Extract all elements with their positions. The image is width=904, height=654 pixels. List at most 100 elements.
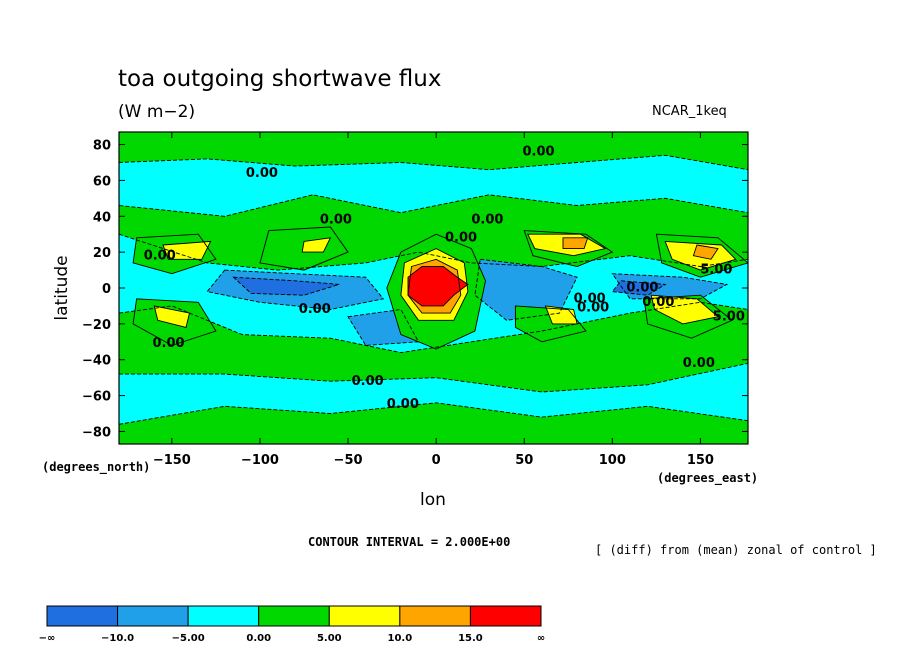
- colorbar-level-label: 5.00: [317, 633, 342, 644]
- contour-value-label: 0.00: [445, 230, 477, 245]
- contour-region-neg5_0: [119, 363, 748, 425]
- contour-region-lt_neg10: [612, 280, 666, 296]
- y-tick-label: −40: [82, 354, 111, 369]
- y-tick-label: 60: [93, 174, 111, 189]
- colorbar-level-label: ∞: [537, 633, 545, 644]
- contour-region-5_10: [163, 241, 211, 260]
- contour-line: [400, 248, 469, 321]
- x-tick-label: −50: [334, 453, 363, 468]
- contour-value-label: 0.00: [683, 356, 715, 371]
- colorbar-level-label: 0.00: [246, 633, 271, 644]
- colorbar-swatch: [187, 605, 260, 627]
- x-axis-units: (degrees_east): [657, 471, 759, 485]
- contour-region-neg10_neg5: [474, 259, 578, 321]
- contour-value-label: 5.00: [713, 309, 745, 324]
- contour-line: [232, 276, 340, 296]
- contour-lines: [119, 132, 748, 444]
- contour-line: [119, 233, 748, 354]
- contour-value-label: 0.00: [471, 212, 503, 227]
- contour-line: [132, 298, 217, 346]
- contour-value-label: 0.00: [577, 300, 609, 315]
- contour-line: [407, 258, 462, 314]
- contour-line: [523, 230, 614, 267]
- contour-line: [386, 233, 486, 350]
- contour-region-5_10: [302, 237, 331, 253]
- filled-contour-regions: [119, 132, 748, 444]
- contour-line: [650, 294, 719, 325]
- contour-line: [119, 362, 748, 425]
- colorbar-swatch: [258, 605, 330, 627]
- colorbar-swatch: [399, 605, 471, 627]
- contour-region-5_10: [651, 295, 718, 324]
- y-tick-label: −20: [82, 318, 111, 333]
- x-tick-label: 50: [515, 453, 533, 468]
- y-tick-label: 40: [93, 210, 111, 225]
- contour-value-label: 0.00: [523, 144, 555, 159]
- colorbar-swatch: [328, 605, 401, 627]
- contour-line: [474, 258, 578, 321]
- contour-line: [407, 266, 469, 307]
- colorbar-swatch: [46, 605, 119, 627]
- contour-value-label: 5.00: [700, 263, 732, 278]
- contour-line: [643, 294, 733, 339]
- contour-region-10_15: [563, 237, 588, 249]
- colorbar-level-label: 10.0: [388, 633, 413, 644]
- contour-value-label: 0.00: [299, 302, 331, 317]
- y-axis-units: (degrees_north): [42, 460, 151, 474]
- contour-line: [664, 240, 737, 271]
- colorbar-swatch: [117, 605, 189, 627]
- x-tick-label: −100: [241, 453, 279, 468]
- contour-value-label: 0.00: [246, 166, 278, 181]
- y-tick-label: −60: [82, 390, 111, 405]
- colorbar-level-label: −10.0: [101, 633, 134, 644]
- contour-value-label: 0.00: [642, 295, 674, 310]
- contour-line: [119, 154, 748, 217]
- contour-value-label: 0.00: [574, 291, 606, 306]
- contour-line: [162, 240, 212, 260]
- x-tick-label: 100: [599, 453, 626, 468]
- contour-line: [132, 233, 217, 275]
- contour-line: [259, 226, 349, 271]
- colorbar-level-label: −5.00: [172, 633, 205, 644]
- contour-line: [655, 233, 748, 278]
- contour-value-label: 0.00: [320, 212, 352, 227]
- contour-region-lt_neg10: [233, 277, 340, 296]
- contour-region-neg5_0: [119, 155, 748, 217]
- contour-labels: 0.000.000.000.000.000.000.000.000.000.00…: [144, 144, 745, 412]
- y-tick-label: 0: [102, 282, 111, 297]
- y-tick-label: 20: [93, 246, 111, 261]
- x-axis-label: lon: [420, 490, 446, 510]
- chart-subtitle-units: (W m−2): [118, 102, 196, 122]
- contour-line: [544, 305, 578, 325]
- colorbar-swatch: [469, 605, 542, 627]
- contour-line: [562, 237, 589, 250]
- colorbar: −∞ −10.0 −5.00 0.00 5.00 10.0 15.0 ∞: [39, 605, 545, 644]
- contour-line: [153, 305, 191, 328]
- contour-line: [527, 233, 607, 257]
- contour-line: [692, 244, 719, 260]
- contour-value-label: 0.00: [626, 281, 658, 296]
- contour-line: [514, 305, 587, 343]
- contour-value-label: 0.00: [144, 248, 176, 263]
- model-label: NCAR_1keq: [652, 104, 727, 119]
- contour-region-5_10: [154, 305, 190, 328]
- y-axis-ticks: 80 60 40 20 0 −20 −40 −60 −80: [82, 139, 748, 440]
- contour-line: [611, 280, 667, 296]
- colorbar-level-label: −∞: [39, 633, 56, 644]
- colorbar-level-label: 15.0: [458, 633, 483, 644]
- x-tick-label: −150: [153, 453, 191, 468]
- chart-title: toa outgoing shortwave flux: [118, 66, 442, 92]
- x-tick-label: 0: [432, 453, 441, 468]
- contour-line: [301, 237, 332, 253]
- difference-note: [ (diff) from (mean) zonal of control ]: [595, 543, 877, 557]
- x-tick-label: 150: [687, 453, 714, 468]
- y-tick-label: 80: [93, 139, 111, 154]
- contour-value-label: 0.00: [387, 397, 419, 412]
- contour-interval-label: CONTOUR INTERVAL = 2.000E+00: [308, 535, 511, 549]
- contour-region-10_15: [693, 245, 718, 260]
- contour-value-label: 0.00: [352, 374, 384, 389]
- contour-line: [206, 269, 385, 310]
- y-tick-label: −80: [82, 425, 111, 440]
- contour-value-label: 0.00: [153, 336, 185, 351]
